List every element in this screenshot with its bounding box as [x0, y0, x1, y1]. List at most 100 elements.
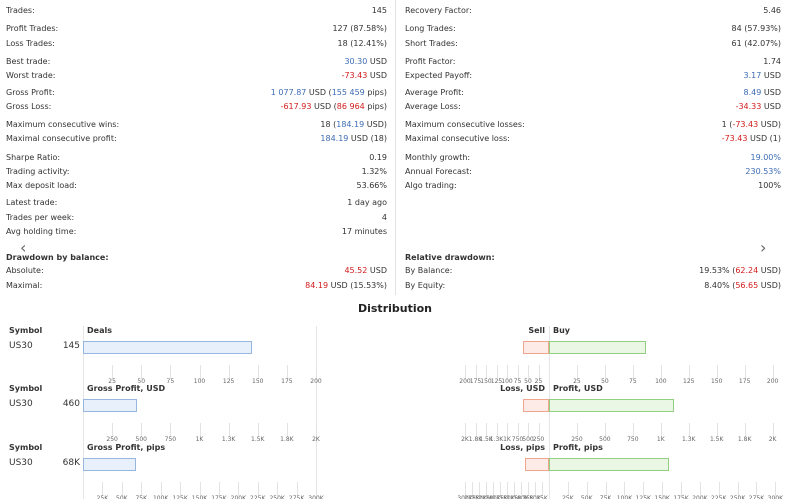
axis-tick-label: 250	[571, 436, 583, 443]
stat-label: By Balance:	[405, 266, 453, 275]
chart-axis: 25K 50K 75K 100K 125K 150K 175K 200K 225K 250K 275…	[83, 482, 324, 499]
axis-tick-label: 200K	[485, 495, 501, 499]
stat-label: Algo trading:	[405, 181, 457, 190]
axis-tick-label: 1.3K	[489, 436, 504, 443]
axis-tick	[662, 482, 664, 496]
axis-tick-label: 1K	[503, 436, 511, 443]
stat-row: Maximum consecutive losses: 1 (-73.43 USD…	[405, 118, 781, 131]
stat-value-part: -617.93	[280, 102, 312, 111]
axis-tick-label: 50K	[529, 495, 541, 499]
axis-tick-label: 275K	[748, 495, 765, 499]
axis-tick-label: 125	[683, 378, 695, 385]
axis-tick	[257, 423, 259, 437]
axis-tick-label: 175	[738, 378, 751, 385]
right-chart-title-right: Profit, USD	[553, 384, 603, 393]
axis-tick	[218, 482, 220, 496]
stat-row: Maximum consecutive wins: 18 (184.19 USD)	[6, 118, 387, 131]
axis-tick	[228, 423, 230, 437]
axis-tick	[316, 482, 317, 496]
left-chart-bar	[83, 458, 136, 471]
stat-value-part: 56.65	[735, 281, 759, 290]
axis-tick-label: 1.3K	[221, 436, 236, 443]
axis-tick-label: 750	[164, 436, 177, 443]
axis-tick-label: 50	[524, 378, 532, 385]
axis-tick-label: 125K	[506, 495, 522, 499]
axis-tick-label: 175K	[673, 495, 689, 499]
stat-label: Maximum consecutive losses:	[405, 120, 525, 129]
stat-value-part: 230.53%	[745, 167, 781, 176]
axis-tick-label: 200	[310, 378, 322, 385]
axis-tick	[538, 423, 540, 437]
right-chart-title-left: Sell	[528, 326, 545, 335]
axis-tick	[170, 365, 172, 379]
stat-value-part: USD)	[758, 281, 781, 290]
stat-value-part: USD)	[364, 120, 387, 129]
axis-tick	[567, 482, 569, 496]
stat-label: Gross Profit:	[6, 88, 55, 97]
axis-tick-label: 25K	[96, 495, 109, 499]
left-chart-title: Gross Profit, USD	[87, 384, 166, 393]
axis-tick-label: 50K	[116, 495, 128, 499]
axis-tick	[102, 482, 104, 496]
stat-value-part: 19.53% (	[699, 266, 736, 275]
symbol-total: 460	[62, 399, 80, 409]
stat-value-part: 5.46	[763, 6, 781, 15]
axis-tick-label: 125K	[635, 495, 651, 499]
stat-row: Trades: 145	[6, 4, 387, 17]
stat-row: Trades per week: 4	[6, 211, 387, 224]
axis-tick	[500, 482, 501, 496]
axis-tick-label: 175K	[492, 495, 508, 499]
chart-divider	[549, 384, 550, 444]
axis-tick	[496, 365, 498, 379]
chart-axis: 200 175 150 125 100 75 50 25	[459, 365, 549, 387]
axis-tick-label: 75K	[135, 495, 148, 499]
stat-row: Long Trades: 84 (57.93%)	[405, 22, 781, 35]
stat-label: Profit Trades:	[6, 24, 59, 33]
axis-tick	[199, 365, 201, 379]
chevron-right-icon[interactable]: ›	[760, 238, 767, 257]
axis-tick-label: 125	[490, 378, 503, 385]
axis-tick	[507, 365, 508, 379]
chevron-left-icon[interactable]: ‹	[20, 238, 27, 257]
stat-row: Relative drawdown:	[405, 251, 781, 264]
axis-tick	[486, 482, 487, 496]
stat-value: 1 077.87 USD (155 459 pips)	[271, 86, 387, 99]
stat-label: Relative drawdown:	[405, 253, 495, 262]
stat-label: Latest trade:	[6, 198, 58, 207]
axis-tick-label: 250K	[471, 495, 487, 499]
stat-row: Absolute: 45.52 USD	[6, 264, 387, 277]
stat-value: 18 (12.41%)	[338, 37, 387, 50]
axis-tick	[112, 365, 114, 379]
symbol-header: Symbol	[9, 443, 43, 452]
stat-label: Absolute:	[6, 266, 44, 275]
right-chart-title-left: Loss, USD	[500, 384, 545, 393]
axis-tick-label: 225K	[478, 495, 494, 499]
stat-value-part: USD (	[311, 102, 337, 111]
stats-right-column: Recovery Factor: 5.46 Long Trades: 84 (57.9…	[396, 0, 790, 295]
profit-bar	[549, 458, 670, 471]
stat-value-part: 145	[371, 6, 387, 15]
stat-value-part: 53.66%	[356, 181, 387, 190]
axis-tick	[296, 482, 298, 496]
stat-value: 1 (-73.43 USD)	[722, 118, 781, 131]
stat-label: Recovery Factor:	[405, 6, 472, 15]
axis-tick	[141, 365, 143, 379]
distribution-title: Distribution	[357, 302, 433, 315]
stat-value-part: 86 964	[336, 102, 365, 111]
chart-axis: 250 500 750 1K 1.3K 1.5K 1.8K 2K	[549, 423, 781, 445]
stat-label: Trading activity:	[6, 167, 70, 176]
stat-value: 53.66%	[356, 179, 387, 192]
chart-divider	[83, 384, 84, 444]
stat-value: 61 (42.07%)	[732, 37, 781, 50]
stat-value: 19.53% (62.24 USD)	[699, 264, 781, 277]
axis-tick	[238, 482, 240, 496]
trading-stats-panel: Trades: 145 Profit Trades: 127 (87.58%) Loss…	[6, 0, 790, 295]
distribution-section: Symbol US30 68K Gross Profit, pips Loss, pip…	[0, 443, 790, 499]
axis-tick-label: 225K	[250, 495, 266, 499]
right-chart-title-right: Profit, pips	[553, 443, 603, 452]
axis-tick-label: 75K	[599, 495, 612, 499]
stat-value: 84.19 USD (15.53%)	[305, 279, 387, 292]
axis-tick	[475, 423, 477, 437]
stat-value-part: 18 (	[320, 120, 337, 129]
axis-tick-label: 150	[480, 378, 492, 385]
